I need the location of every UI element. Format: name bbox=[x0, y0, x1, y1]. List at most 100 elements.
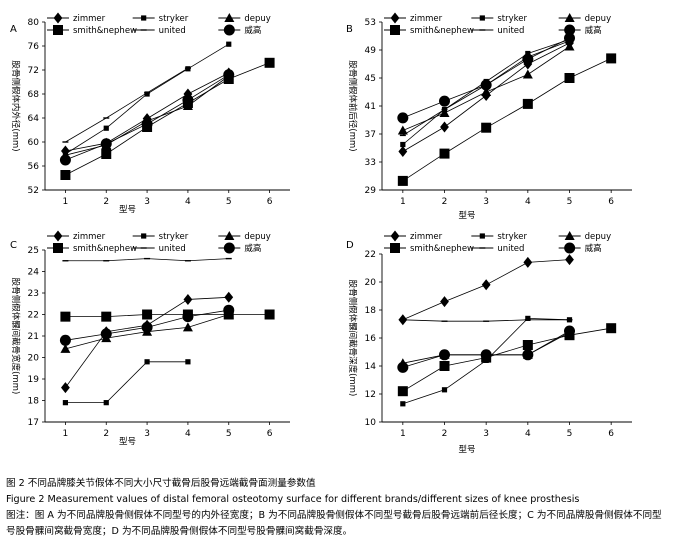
series-line bbox=[65, 43, 229, 155]
legend-label: depuy bbox=[585, 232, 611, 242]
panel-letter: C bbox=[10, 240, 17, 251]
x-tick-label: 4 bbox=[185, 197, 191, 207]
y-tick-label: 64 bbox=[28, 114, 40, 124]
panel-letter: D bbox=[346, 240, 354, 251]
legend-label: depuy bbox=[585, 14, 611, 24]
legend-marker bbox=[479, 233, 485, 239]
caption-cn-title: 图 2 不同品牌膝关节假体不同大小尺寸截骨后股骨远端截骨面测量参数值 bbox=[6, 478, 316, 489]
data-point bbox=[606, 323, 617, 334]
x-tick-label: 2 bbox=[442, 197, 448, 207]
x-tick-label: 5 bbox=[567, 429, 573, 439]
x-tick-label: 6 bbox=[608, 429, 614, 439]
series-line bbox=[65, 361, 188, 404]
legend-label: smith&nephew bbox=[73, 244, 137, 254]
x-tick-label: 5 bbox=[567, 197, 573, 207]
x-tick-label: 1 bbox=[63, 197, 69, 207]
data-point bbox=[441, 387, 448, 393]
data-point bbox=[439, 148, 450, 159]
y-tick-label: 22 bbox=[28, 311, 39, 321]
y-tick-label: 10 bbox=[365, 418, 377, 428]
x-tick-label: 3 bbox=[144, 429, 150, 439]
data-point bbox=[439, 361, 450, 371]
data-point bbox=[522, 340, 533, 350]
series-line bbox=[402, 58, 612, 182]
data-point bbox=[60, 311, 71, 322]
y-tick-label: 18 bbox=[365, 306, 377, 316]
x-axis-label: 型号 bbox=[119, 437, 136, 447]
legend-marker bbox=[390, 25, 400, 35]
legend-marker bbox=[141, 233, 147, 239]
legend-marker bbox=[141, 15, 147, 21]
legend-label: zimmer bbox=[73, 14, 106, 24]
data-point bbox=[264, 57, 275, 68]
data-point bbox=[481, 122, 492, 133]
legend-label: stryker bbox=[497, 232, 527, 242]
legend-label: united bbox=[159, 26, 186, 36]
data-point bbox=[224, 291, 234, 303]
data-point bbox=[264, 309, 275, 320]
data-point bbox=[564, 32, 575, 44]
x-tick-label: 3 bbox=[483, 197, 489, 207]
x-tick-label: 4 bbox=[525, 429, 531, 439]
data-point bbox=[60, 170, 71, 180]
legend-marker bbox=[390, 230, 400, 242]
data-point bbox=[185, 359, 191, 365]
legend-label: zimmer bbox=[410, 232, 443, 242]
data-point bbox=[522, 98, 533, 109]
data-point bbox=[525, 50, 531, 57]
figure-captions: 图 2 不同品牌膝关节假体不同大小尺寸截骨后股骨远端截骨面测量参数值 Figur… bbox=[6, 476, 670, 540]
y-tick-label: 23 bbox=[28, 289, 39, 299]
data-point bbox=[141, 321, 153, 333]
data-point bbox=[100, 138, 112, 150]
x-axis-label: 型号 bbox=[458, 211, 475, 221]
legend-marker bbox=[390, 243, 400, 253]
y-tick-label: 22 bbox=[365, 250, 376, 260]
y-tick-label: 20 bbox=[365, 278, 377, 288]
data-point bbox=[397, 175, 408, 186]
legend-label: depuy bbox=[244, 232, 270, 242]
data-point bbox=[481, 279, 491, 291]
data-point bbox=[525, 315, 531, 321]
data-point bbox=[523, 256, 533, 268]
data-point bbox=[182, 311, 194, 323]
x-tick-label: 3 bbox=[144, 197, 150, 207]
y-tick-label: 14 bbox=[365, 362, 377, 372]
data-point bbox=[103, 400, 109, 406]
legend-label: 威高 bbox=[585, 25, 602, 36]
series-line bbox=[402, 327, 612, 392]
data-point bbox=[564, 325, 575, 337]
data-point bbox=[398, 146, 408, 157]
y-tick-label: 49 bbox=[365, 46, 377, 56]
data-point bbox=[481, 87, 492, 96]
data-point bbox=[183, 293, 193, 305]
x-tick-label: 4 bbox=[525, 197, 531, 207]
legend-label: depuy bbox=[244, 14, 270, 24]
x-tick-label: 1 bbox=[400, 429, 406, 439]
legend-label: zimmer bbox=[410, 14, 443, 24]
y-tick-label: 53 bbox=[365, 18, 376, 28]
x-tick-label: 6 bbox=[267, 197, 273, 207]
data-point bbox=[59, 154, 71, 166]
legend-marker bbox=[564, 24, 576, 36]
data-point bbox=[397, 125, 408, 135]
legend-label: smith&nephew bbox=[410, 244, 474, 254]
series-line bbox=[65, 62, 270, 176]
x-axis-label: 型号 bbox=[119, 205, 136, 215]
y-axis-label: 股骨侧假体髁间截骨深度(mm) bbox=[347, 280, 358, 397]
legend-label: smith&nephew bbox=[410, 26, 474, 36]
data-point bbox=[62, 400, 69, 406]
data-point bbox=[564, 73, 575, 83]
data-point bbox=[100, 328, 112, 340]
y-tick-label: 80 bbox=[28, 18, 40, 28]
data-point bbox=[522, 53, 534, 65]
series-line bbox=[65, 314, 270, 318]
legend-marker bbox=[53, 243, 63, 253]
legend-marker bbox=[479, 15, 485, 21]
legend-marker bbox=[223, 24, 235, 36]
x-tick-label: 2 bbox=[103, 429, 109, 439]
legend-label: stryker bbox=[497, 14, 527, 24]
